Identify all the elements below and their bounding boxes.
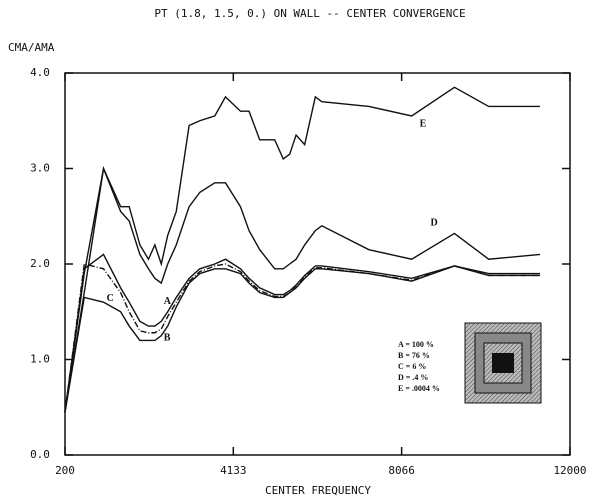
curve-label: C	[107, 293, 114, 304]
y-tick-label: 0.0	[30, 448, 50, 461]
curve-label: E	[420, 118, 427, 129]
y-tick-label: 4.0	[30, 66, 50, 79]
legend-icon	[464, 322, 542, 404]
chart-title: PT (1.8, 1.5, 0.) ON WALL -- CENTER CONV…	[154, 7, 465, 20]
legend-text: B = 76 %	[398, 351, 430, 360]
y-tick-label: 1.0	[30, 353, 50, 366]
legend-text: A = 100 %	[398, 340, 434, 349]
curve-label: D	[430, 218, 437, 229]
y-tick-label: 3.0	[30, 162, 50, 175]
series-line	[64, 263, 541, 413]
series-line	[64, 165, 541, 413]
curve-label: A	[164, 296, 172, 307]
legend-text: D = .4 %	[398, 373, 428, 382]
x-tick-label: 200	[55, 464, 75, 477]
x-tick-label: 4133	[220, 464, 247, 477]
series-line	[64, 86, 541, 413]
x-tick-label: 8066	[388, 464, 415, 477]
y-tick-label: 2.0	[30, 257, 50, 270]
x-axis-label: CENTER FREQUENCY	[265, 484, 371, 497]
series-line	[64, 265, 541, 413]
legend-text: C = 6 %	[398, 362, 426, 371]
x-tick-label: 12000	[553, 464, 586, 477]
legend-text: E = .0004 %	[398, 384, 440, 393]
icon-core	[492, 353, 514, 373]
y-axis-label: CMA/AMA	[8, 41, 55, 54]
curve-label: B	[164, 332, 171, 343]
series-line	[64, 253, 541, 413]
